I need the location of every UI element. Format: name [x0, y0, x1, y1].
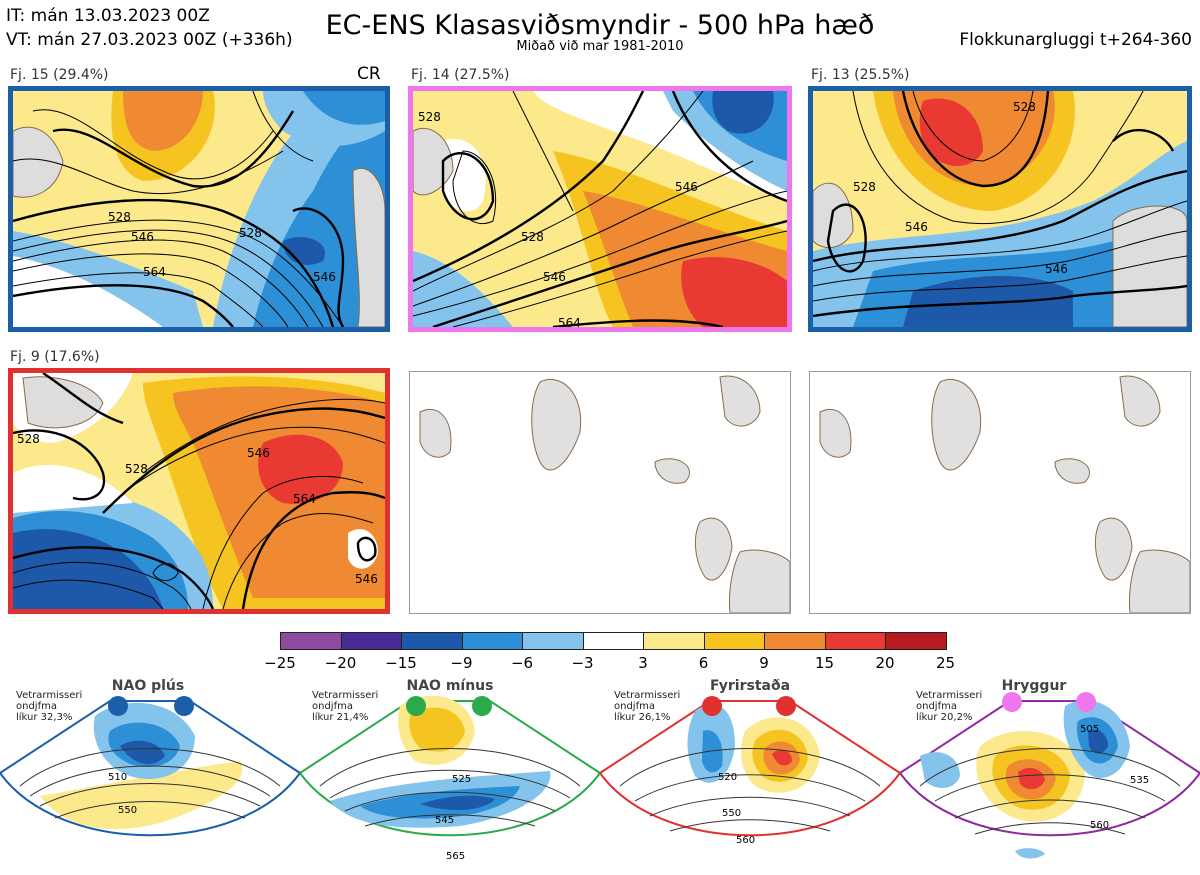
cluster-map-3: 528 546 546 528: [808, 86, 1192, 332]
regime-marker-icon: [108, 696, 128, 716]
chart-title: EC-ENS Klasasviðsmyndir - 500 hPa hæð: [325, 10, 875, 41]
contour-label: 564: [558, 316, 581, 327]
regime-note: Vetrarmisseri ondjfma líkur 26,1%: [614, 690, 681, 723]
regime-marker-icon: [406, 696, 426, 716]
colorbar-tick-label: −25: [264, 654, 296, 672]
contour-label: 546: [313, 270, 336, 284]
contour-label: 546: [355, 572, 378, 586]
contour-label: 546: [905, 220, 928, 234]
contour-label: 528: [418, 110, 441, 124]
regime-name: NAO mínus: [406, 678, 494, 694]
contour-label: 528: [108, 210, 131, 224]
contour-label: 510: [108, 772, 127, 783]
colorbar-tick-label: 9: [759, 654, 769, 672]
contour-label: 528: [239, 226, 262, 240]
valid-time: VT: mán 27.03.2023 00Z (+336h): [6, 30, 293, 50]
colorbar-tick-label: 3: [638, 654, 648, 672]
regime-note: Vetrarmisseri ondjfma líkur 20,2%: [916, 690, 983, 723]
regime-name: Hryggur: [1001, 678, 1067, 694]
contour-label: 520: [718, 772, 737, 783]
colorbar-tick-label: −9: [450, 654, 473, 672]
contour-label: 525: [452, 774, 471, 785]
colorbar-tick-label: −6: [510, 654, 534, 672]
contour-label: 564: [293, 492, 316, 506]
colorbar-segment: [461, 632, 523, 650]
panel-1-label: Fj. 15 (29.4%): [10, 67, 109, 83]
colorbar-segment: [280, 632, 342, 650]
regime-marker-icon: [174, 696, 194, 716]
contour-label: 560: [1090, 820, 1109, 831]
chart-subtitle: Miðað við mar 1981-2010: [516, 39, 684, 54]
regime-marker-icon: [472, 696, 492, 716]
colorbar-tick-label: 15: [814, 654, 835, 672]
colorbar-tick-label: −15: [385, 654, 417, 672]
contour-label: 545: [435, 815, 454, 826]
contour-label: 528: [17, 432, 40, 446]
empty-base-map-1: [409, 371, 791, 614]
colorbar-segment: [764, 632, 826, 650]
panel-3-label: Fj. 13 (25.5%): [811, 67, 910, 83]
colorbar-segment: [643, 632, 705, 650]
contour-label: 550: [722, 808, 741, 819]
regime-name: Fyrirstaða: [709, 678, 791, 694]
contour-label: 528: [125, 462, 148, 476]
panel-4-label: Fj. 9 (17.6%): [10, 349, 100, 365]
contour-label: 505: [1080, 724, 1099, 735]
classification-window: Flokkunargluggi t+264-360: [959, 30, 1192, 50]
colorbar-segment: [885, 632, 947, 650]
contour-label: 528: [853, 180, 876, 194]
regime-marker-icon: [1076, 692, 1096, 712]
contour-label: 546: [675, 180, 698, 194]
contour-label: 546: [247, 446, 270, 460]
contour-label: 546: [131, 230, 154, 244]
contour-label: 564: [143, 265, 166, 279]
cluster-map-1: 528 546 564 528 546: [8, 86, 390, 332]
colorbar-tick-label: −20: [324, 654, 357, 672]
contour-label: 535: [1130, 775, 1149, 786]
colorbar-segment: [703, 632, 765, 650]
colorbar-segment: [340, 632, 402, 650]
regime-marker-icon: [1002, 692, 1022, 712]
regime-note: Vetrarmisseri ondjfma líkur 32,3%: [16, 690, 83, 723]
colorbar-segment: [401, 632, 463, 650]
contour-label: 528: [1013, 100, 1036, 114]
colorbar-tick-label: −3: [571, 654, 594, 672]
empty-base-map-2: [809, 371, 1191, 614]
contour-label: 528: [521, 230, 544, 244]
regime-ridge: 505 535 560 Vetrarmisseri ondjfma líkur 20…: [898, 676, 1200, 871]
contour-label: 550: [118, 805, 137, 816]
colorbar-segment: [582, 632, 644, 650]
panel-1-tag: CR: [357, 64, 381, 84]
colorbar-segment: [824, 632, 886, 650]
colorbar-tick-label: 25: [935, 654, 956, 672]
contour-label: 546: [1045, 262, 1068, 276]
regime-note: Vetrarmisseri ondjfma líkur 21,4%: [312, 690, 379, 723]
panel-2-label: Fj. 14 (27.5%): [411, 67, 510, 83]
regime-marker-icon: [776, 696, 796, 716]
cluster-map-2: 528 528 546 564 546: [408, 86, 792, 332]
init-time: IT: mán 13.03.2023 00Z: [6, 6, 210, 26]
regime-nao-plus: 510 550 Vetrarmisseri ondjfma líkur 32,3% …: [0, 676, 302, 871]
contour-label: 565: [446, 851, 465, 862]
cluster-map-4: 528 528 546 564 546: [8, 368, 390, 614]
regime-marker-icon: [702, 696, 722, 716]
colorbar-tick-label: 20: [875, 654, 895, 672]
regime-nao-minus: 525 545 565 Vetrarmisseri ondjfma líkur 21…: [298, 676, 602, 871]
contour-label: 546: [543, 270, 566, 284]
colorbar-tick-label: 6: [698, 654, 709, 672]
colorbar-segment: [522, 632, 584, 650]
regime-blocking: 520 550 560 Vetrarmisseri ondjfma líkur 26…: [598, 676, 902, 871]
contour-label: 560: [736, 835, 755, 846]
regime-name: NAO plús: [111, 678, 185, 694]
